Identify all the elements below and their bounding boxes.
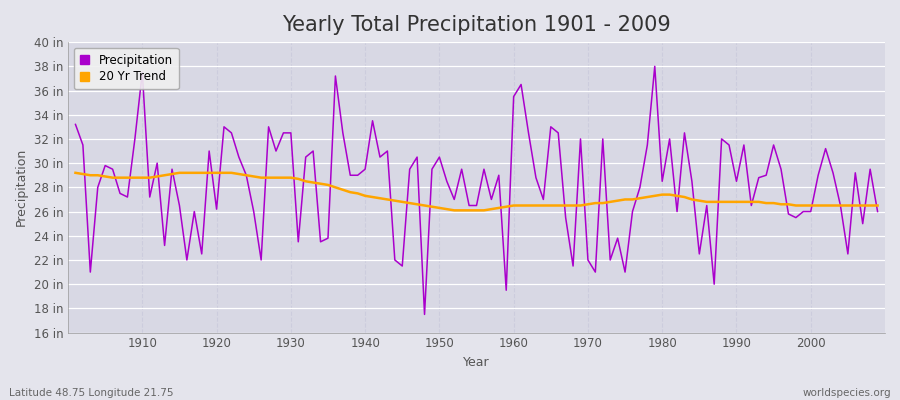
Y-axis label: Precipitation: Precipitation: [15, 148, 28, 226]
Legend: Precipitation, 20 Yr Trend: Precipitation, 20 Yr Trend: [74, 48, 179, 89]
Text: Latitude 48.75 Longitude 21.75: Latitude 48.75 Longitude 21.75: [9, 388, 174, 398]
Title: Yearly Total Precipitation 1901 - 2009: Yearly Total Precipitation 1901 - 2009: [282, 15, 670, 35]
Text: worldspecies.org: worldspecies.org: [803, 388, 891, 398]
X-axis label: Year: Year: [464, 356, 490, 369]
